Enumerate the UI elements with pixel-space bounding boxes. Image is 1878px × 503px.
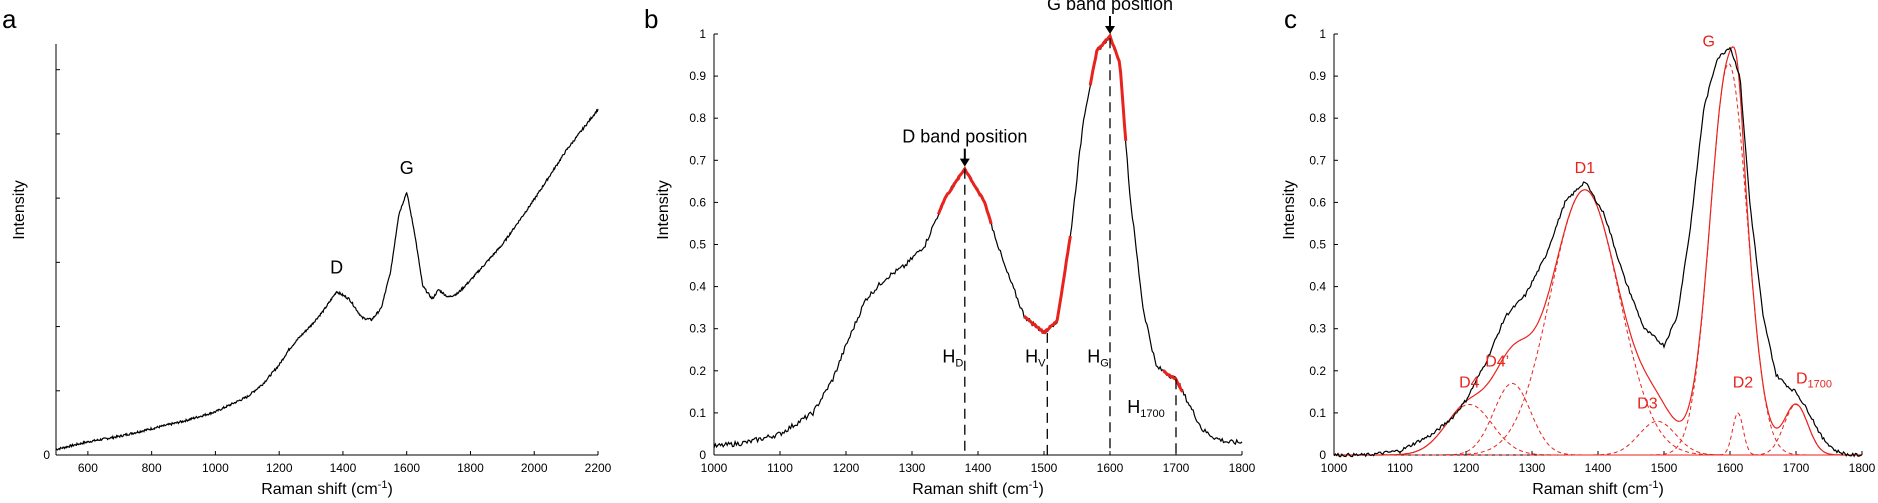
- panel-b-y-tick-label: 0.2: [689, 364, 706, 378]
- panel-b-y-tick-label: 0.3: [689, 322, 706, 336]
- panel-label-c: c: [1284, 4, 1297, 34]
- panel-c-y-tick-label: 0.1: [1309, 406, 1326, 420]
- panel-c-x-tick-label: 1100: [1387, 461, 1413, 475]
- panel-b-x-tick-label: 1600: [1097, 461, 1124, 475]
- panel-c-y-tick-label: 0.2: [1309, 364, 1326, 378]
- panel-b-y-tick-label: 0.5: [689, 238, 706, 252]
- panel-b-x-tick-label: 1500: [1031, 461, 1058, 475]
- panel-a-x-tick-label: 1800: [457, 461, 484, 475]
- panel-a-y-tick-label: 0: [43, 448, 50, 462]
- panel-c-x-tick-label: 1600: [1717, 461, 1744, 475]
- panel-b-x-tick-label: 1800: [1229, 461, 1256, 475]
- panel-a-x-tick-label: 2200: [585, 461, 612, 475]
- panel-a-spectrum-line: [55, 108, 599, 451]
- panel-a-x-tick-label: 1200: [266, 461, 293, 475]
- panel-c-component-label: G: [1702, 34, 1714, 51]
- panel-a-x-label: Raman shift (cm-1): [261, 479, 393, 498]
- panel-c-component-label: D3: [1637, 396, 1658, 413]
- panel-c-component-curve: [1334, 189, 1862, 456]
- panel-c-x-tick-label: 1400: [1585, 461, 1612, 475]
- panel-b-x-tick-label: 1000: [701, 461, 728, 475]
- panel-b-x-tick-label: 1400: [965, 461, 992, 475]
- panel-a-peak-label: D: [330, 258, 343, 278]
- panel-c-component-curve: [1334, 404, 1862, 456]
- panel-c-spectrum-line: [1333, 46, 1863, 458]
- panel-b-y-tick-label: 0: [699, 448, 706, 462]
- panel-c-component-label: D4: [1459, 375, 1480, 392]
- panel-c-y-tick-label: 0.9: [1309, 69, 1326, 83]
- panel-c-y-tick-label: 0.5: [1309, 238, 1326, 252]
- panel-c-y-tick-label: 0.4: [1309, 280, 1326, 294]
- panel-b-y-tick-label: 0.7: [689, 153, 706, 167]
- panel-b-y-label: Intensity: [655, 180, 672, 240]
- panel-b-fit-segment: [1023, 235, 1072, 335]
- panel-b-y-tick-label: 0.9: [689, 69, 706, 83]
- panel-c-y-tick-label: 0.6: [1309, 195, 1326, 209]
- panel-b-y-tick-label: 1: [699, 27, 706, 41]
- panel-b-y-tick-label: 0.1: [689, 406, 706, 420]
- panel-b-arrow-head: [959, 158, 970, 167]
- panel-b-marker-label: HG: [1087, 346, 1109, 369]
- panel-c-x-tick-label: 1500: [1651, 461, 1678, 475]
- panel-a-x-tick-label: 800: [142, 461, 162, 475]
- panel-c-component-label: D4’: [1485, 354, 1509, 371]
- panel-b-x-label: Raman shift (cm-1): [912, 479, 1044, 498]
- panel-c-y-tick-label: 1: [1319, 27, 1326, 41]
- panel-c-y-tick-label: 0.3: [1309, 322, 1326, 336]
- panel-c-y-tick-label: 0: [1319, 448, 1326, 462]
- panel-label-a: a: [2, 4, 17, 34]
- panel-b-band-annotation: D band position: [902, 127, 1027, 147]
- panel-b-fit-segment: [1162, 369, 1184, 393]
- panel-b-x-tick-label: 1300: [899, 461, 926, 475]
- panel-c-component-label: D1: [1575, 160, 1596, 177]
- panel-b-y-tick-label: 0.8: [689, 111, 706, 125]
- panel-c-x-label: Raman shift (cm-1): [1532, 479, 1664, 498]
- panel-b-y-tick-label: 0.6: [689, 195, 706, 209]
- panel-c-component-curve: [1334, 412, 1862, 456]
- panel-a-x-tick-label: 1600: [393, 461, 420, 475]
- panel-a-x-tick-label: 1000: [202, 461, 229, 475]
- panel-a-peak-label: G: [400, 158, 414, 178]
- panel-a-x-tick-label: 1400: [330, 461, 357, 475]
- panel-c-component-curve: [1334, 62, 1862, 456]
- panel-c-x-tick-label: 1000: [1321, 461, 1348, 475]
- panel-c-y-tick-label: 0.7: [1309, 153, 1326, 167]
- panel-c-x-tick-label: 1200: [1453, 461, 1480, 475]
- panel-b-marker-label: H1700: [1127, 397, 1164, 420]
- panel-c: 0 0.1 0.2 0.3 0.4 0.5 0.6 0.7 0.8 0.9 1 1000 1100 12…: [1281, 27, 1876, 498]
- panel-c-x-tick-label: 1700: [1783, 461, 1810, 475]
- panel-b-marker-label: HV: [1025, 346, 1046, 369]
- panel-c-component-curve: [1334, 403, 1862, 456]
- panel-c-x-tick-label: 1800: [1849, 461, 1876, 475]
- panel-b: 0 0.1 0.2 0.3 0.4 0.5 0.6 0.7 0.8 0.9 1 1000 1100 12…: [655, 0, 1256, 498]
- panel-b-x-tick-label: 1200: [833, 461, 860, 475]
- panel-a-x-tick-label: 600: [78, 461, 98, 475]
- panel-c-fit-envelope: [1334, 46, 1862, 456]
- panel-c-y-label: Intensity: [1281, 180, 1298, 240]
- panel-b-x-tick-label: 1100: [767, 461, 793, 475]
- panel-c-x-tick-label: 1300: [1519, 461, 1546, 475]
- panel-c-component-label: D1700: [1796, 370, 1832, 390]
- panel-b-band-annotation: G band position: [1047, 0, 1173, 14]
- panel-b-marker-label: HD: [942, 346, 963, 369]
- panel-c-y-tick-label: 0.8: [1309, 111, 1326, 125]
- panel-b-x-tick-label: 1700: [1163, 461, 1190, 475]
- panel-b-arrow-head: [1105, 26, 1115, 34]
- panel-b-fit-segment: [1088, 32, 1128, 142]
- panel-label-b: b: [644, 4, 658, 34]
- panel-a: 0 600 800 1000 1200 1400 1600 1800 2000 2200 DG …: [11, 44, 612, 498]
- panel-c-component-label: D2: [1733, 375, 1754, 392]
- panel-a-x-tick-label: 2000: [521, 461, 548, 475]
- panel-b-spectrum-line: [713, 35, 1243, 449]
- panel-b-y-tick-label: 0.4: [689, 280, 706, 294]
- panel-a-y-label: Intensity: [11, 180, 28, 240]
